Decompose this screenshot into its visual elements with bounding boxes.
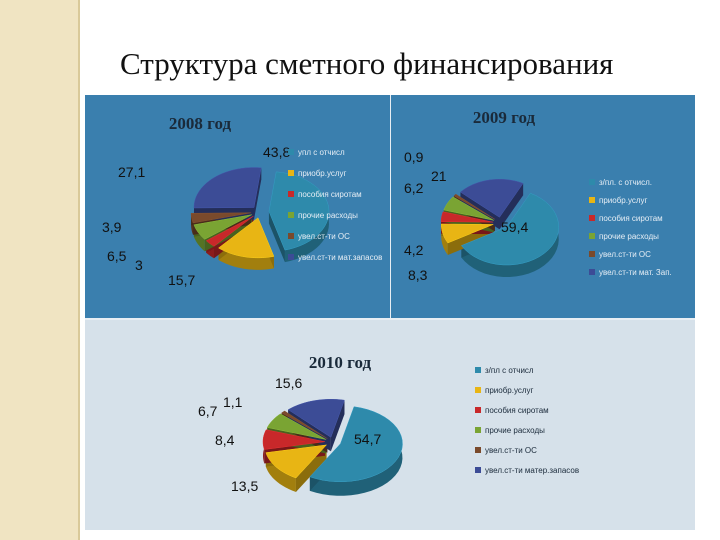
pie-slice-wall-end-5 — [499, 183, 524, 230]
pie-slice-4 — [190, 212, 252, 224]
pie-slice-wall-end-0 — [268, 211, 285, 263]
legend-swatch-5 — [475, 467, 481, 473]
data-label-2: 8,4 — [215, 432, 235, 448]
pie-slice-2 — [440, 211, 494, 223]
data-label-5: 15,6 — [275, 375, 302, 391]
legend-label-3: прочие расходы — [599, 232, 659, 241]
pie-slice-0 — [309, 406, 403, 482]
pie-slice-5 — [460, 179, 524, 218]
legend-label-4: увел.ст-ти ОС — [599, 250, 651, 259]
legend-swatch-5 — [589, 269, 595, 275]
legend-label-5: увел.ст-ти мат. Зап. — [599, 268, 672, 277]
data-label-3: 6,7 — [198, 403, 218, 419]
pie-slice-1 — [440, 223, 494, 244]
legend-swatch-1 — [288, 170, 294, 176]
legend-swatch-2 — [288, 191, 294, 197]
slide-title: Структура сметного финансирования — [120, 46, 614, 81]
legend-swatch-2 — [589, 215, 595, 221]
legend-swatch-5 — [288, 254, 294, 260]
pie-slice-wall-end-5 — [253, 167, 262, 220]
legend-label-4: увел.ст-ти ОС — [485, 446, 537, 455]
pie-slice-2 — [262, 429, 326, 450]
data-label-4: 0,9 — [404, 149, 424, 165]
legend-swatch-4 — [288, 233, 294, 239]
pie-slice-1 — [218, 217, 275, 259]
legend-swatch-4 — [589, 251, 595, 257]
pie-slice-5 — [193, 167, 262, 209]
legend-label-2: пособия сиротам — [599, 214, 663, 223]
chart-title: 2008 год — [169, 114, 232, 133]
legend-swatch-1 — [589, 197, 595, 203]
data-label-3: 6,2 — [404, 180, 424, 196]
pie-chart-2009: 2009 год 59,4 8,3 4,2 6,2 0,9 21 з/пл. с отчисл… — [404, 108, 672, 283]
legend-label-1: приобр.услуг — [485, 386, 534, 395]
legend-swatch-0 — [589, 179, 595, 185]
panel-divider-vertical — [390, 95, 391, 318]
legend-swatch-3 — [475, 427, 481, 433]
data-label-4: 1,1 — [223, 394, 243, 410]
legend-swatch-1 — [475, 387, 481, 393]
pie-slice-4 — [453, 193, 495, 220]
panel-divider-horizontal — [85, 318, 695, 320]
legend-label-1: приобр.услуг — [298, 169, 347, 178]
chart-panel-2008: 2008 год 43,8 15,7 3 6,5 3,9 27,1 упл с отчисл п… — [85, 95, 390, 318]
legend-swatch-4 — [475, 447, 481, 453]
data-label-3: 6,5 — [107, 248, 127, 264]
legend-swatch-0 — [288, 149, 294, 155]
data-label-1: 13,5 — [231, 478, 258, 494]
data-label-1: 15,7 — [168, 272, 195, 288]
legend-swatch-3 — [589, 233, 595, 239]
data-label-2: 4,2 — [404, 242, 424, 258]
pie-slice-3 — [443, 196, 494, 221]
data-label-0: 59,4 — [501, 219, 528, 235]
pie-slice-wall-end-5 — [330, 400, 345, 452]
legend-label-0: з/пл с отчисл — [485, 366, 534, 375]
chart-panel-2009: 2009 год 59,4 8,3 4,2 6,2 0,9 21 з/пл. с отчисл… — [391, 95, 695, 318]
legend-label-0: упл с отчисл — [298, 148, 345, 157]
data-label-0: 54,7 — [354, 431, 381, 447]
data-label-2: 3 — [135, 257, 143, 273]
pie-slice-0 — [460, 192, 560, 266]
pie-slice-3 — [193, 214, 253, 240]
chart-title: 2010 год — [309, 353, 372, 372]
pie-slice-side-1 — [265, 452, 296, 492]
pie-slice-3 — [266, 413, 327, 440]
pie-slices — [440, 179, 560, 277]
data-label-0: 43,8 — [263, 144, 290, 160]
pie-slice-5 — [287, 399, 345, 438]
pie-slice-side-1 — [218, 247, 274, 270]
pie-slice-4 — [281, 410, 328, 439]
pie-slices — [190, 167, 330, 270]
sidebar-divider — [78, 0, 80, 540]
legend-label-5: увел.ст-ти мат.запасов — [298, 253, 382, 262]
pie-chart-2010: 2010 год 54,7 13,5 8,4 6,7 1,1 15,6 з/пл с отчи… — [198, 353, 579, 496]
pie-slice-2 — [205, 215, 254, 247]
legend-label-2: пособия сиротам — [298, 190, 362, 199]
legend-label-3: прочие расходы — [485, 426, 545, 435]
legend-swatch-0 — [475, 367, 481, 373]
pie-slice-1 — [265, 444, 328, 479]
chart-panel-2010: 2010 год 54,7 13,5 8,4 6,7 1,1 15,6 з/пл с отчи… — [85, 320, 695, 530]
legend-label-5: увел.ст-ти матер.запасов — [485, 466, 579, 475]
legend-swatch-2 — [475, 407, 481, 413]
legend-label-2: пособия сиротам — [485, 406, 549, 415]
data-label-4: 3,9 — [102, 219, 122, 235]
pie-slice-0 — [268, 171, 330, 251]
data-label-5: 21 — [431, 168, 447, 184]
chart-title: 2009 год — [473, 108, 536, 127]
pie-chart-2008: 2008 год 43,8 15,7 3 6,5 3,9 27,1 упл с отчисл п… — [102, 114, 382, 288]
legend-label-3: прочие расходы — [298, 211, 358, 220]
legend-swatch-3 — [288, 212, 294, 218]
legend-label-0: з/пл. с отчисл. — [599, 178, 652, 187]
legend-label-1: приобр.услуг — [599, 196, 648, 205]
pie-slice-side-1 — [441, 223, 448, 255]
data-label-1: 8,3 — [408, 267, 428, 283]
data-label-5: 27,1 — [118, 164, 145, 180]
legend-label-4: увел.ст-ти ОС — [298, 232, 350, 241]
decorative-sidebar — [0, 0, 78, 540]
pie-slices — [262, 399, 403, 496]
